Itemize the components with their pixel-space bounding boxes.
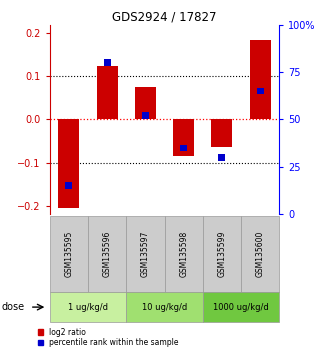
- Bar: [135, 87, 156, 120]
- Bar: [203, 292, 279, 322]
- Legend: log2 ratio, percentile rank within the sample: log2 ratio, percentile rank within the s…: [38, 328, 178, 347]
- Bar: [211, 120, 232, 148]
- Bar: [97, 66, 118, 120]
- Bar: [219, 154, 225, 161]
- Bar: [65, 182, 72, 189]
- Bar: [126, 292, 203, 322]
- Bar: [50, 292, 126, 322]
- Text: GSM135597: GSM135597: [141, 231, 150, 277]
- Text: GSM135599: GSM135599: [217, 231, 226, 277]
- Bar: [126, 216, 164, 292]
- Text: GSM135600: GSM135600: [256, 231, 265, 277]
- Bar: [257, 88, 264, 95]
- Bar: [180, 144, 187, 151]
- Title: GDS2924 / 17827: GDS2924 / 17827: [112, 11, 217, 24]
- Text: GSM135596: GSM135596: [103, 231, 112, 277]
- Bar: [142, 112, 149, 119]
- Bar: [164, 216, 203, 292]
- Bar: [241, 216, 279, 292]
- Text: 1 ug/kg/d: 1 ug/kg/d: [68, 303, 108, 312]
- Bar: [173, 120, 194, 156]
- Text: GSM135598: GSM135598: [179, 231, 188, 277]
- Bar: [203, 216, 241, 292]
- Text: dose: dose: [2, 302, 25, 312]
- Bar: [250, 40, 271, 120]
- Bar: [104, 59, 110, 66]
- Text: 1000 ug/kg/d: 1000 ug/kg/d: [213, 303, 269, 312]
- Bar: [88, 216, 126, 292]
- Text: 10 ug/kg/d: 10 ug/kg/d: [142, 303, 187, 312]
- Text: GSM135595: GSM135595: [65, 231, 74, 277]
- Bar: [50, 216, 88, 292]
- Bar: [58, 120, 79, 208]
